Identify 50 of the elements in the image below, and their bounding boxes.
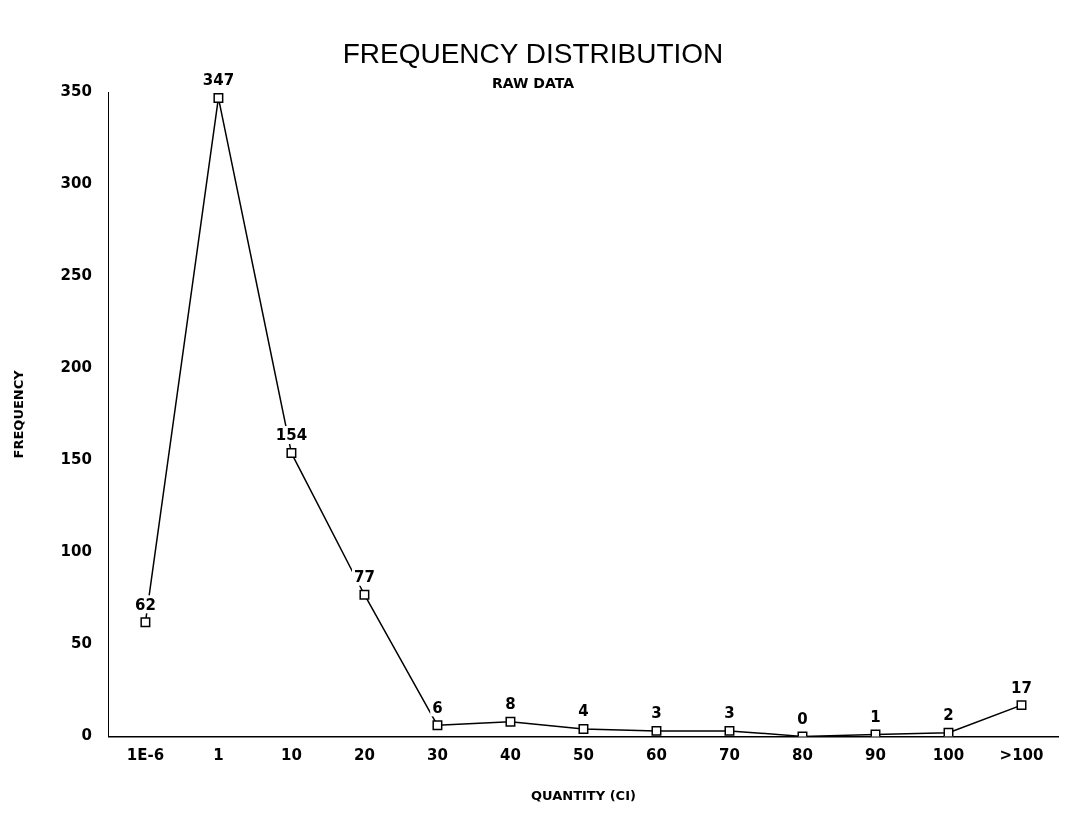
data-label: 17 — [1011, 678, 1032, 697]
y-tick-label: 50 — [71, 634, 92, 653]
x-tick-label: >100 — [999, 746, 1044, 765]
x-tick-label: 60 — [646, 746, 667, 765]
y-tick-label: 250 — [60, 266, 92, 285]
point — [724, 725, 735, 736]
x-tick-label: 40 — [500, 746, 521, 765]
x-tick-label: 90 — [865, 746, 886, 765]
x-tick-label: 1E-6 — [126, 746, 165, 765]
x-tick-label: 10 — [280, 746, 302, 765]
x-tick-label: 50 — [573, 746, 594, 765]
point — [286, 448, 297, 459]
data-label: 3 — [651, 704, 662, 723]
data-label: 3 — [724, 704, 735, 723]
y-axis-title: FREQUENCY — [11, 369, 27, 459]
x-tick-label: 100 — [932, 746, 965, 765]
point — [213, 92, 224, 103]
data-label: 4 — [578, 702, 589, 721]
point — [651, 725, 662, 736]
y-tick-label: 150 — [60, 450, 92, 469]
point — [1016, 700, 1027, 711]
data-label: 347 — [202, 71, 235, 90]
point — [359, 589, 370, 600]
point — [870, 729, 881, 737]
x-tick-label: 20 — [354, 746, 375, 765]
point — [140, 617, 151, 628]
data-label: 1 — [870, 707, 881, 726]
data-label: 0 — [797, 709, 808, 728]
x-tick-label: 80 — [792, 746, 813, 765]
x-axis-title: QUANTITY (CI) — [530, 787, 636, 803]
point — [943, 727, 954, 737]
x-tick-label: 30 — [427, 746, 448, 765]
chart-subtitle: RAW DATA — [492, 74, 575, 91]
point — [432, 720, 443, 731]
point — [578, 724, 589, 735]
data-label: 8 — [505, 695, 516, 714]
y-tick-label: 0 — [81, 726, 92, 745]
data-label: 154 — [275, 426, 308, 445]
data-label: 62 — [134, 595, 156, 614]
y-tick-label: 350 — [60, 82, 92, 101]
y-tick-label: 200 — [60, 358, 92, 377]
data-label: 2 — [943, 706, 954, 725]
y-tick-label: 300 — [60, 174, 92, 193]
x-tick-label: 70 — [719, 746, 740, 765]
x-tick-label: 1 — [213, 746, 224, 765]
chart-title: FREQUENCY DISTRIBUTION — [342, 37, 724, 69]
data-label: 77 — [354, 568, 375, 587]
y-tick-label: 100 — [60, 542, 92, 561]
data-label: 6 — [432, 698, 443, 717]
point — [505, 716, 516, 727]
